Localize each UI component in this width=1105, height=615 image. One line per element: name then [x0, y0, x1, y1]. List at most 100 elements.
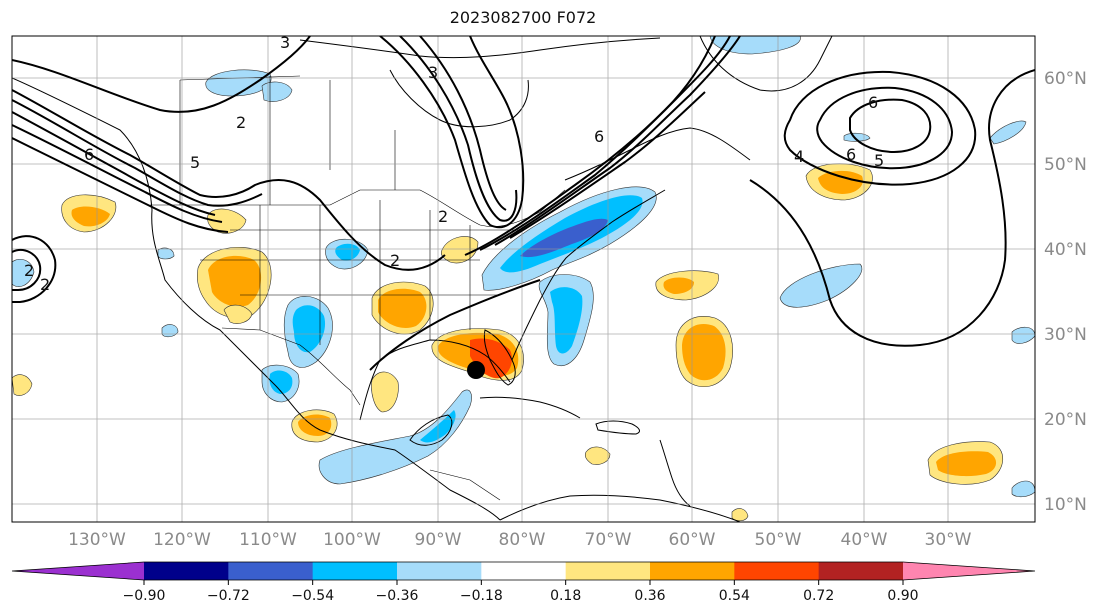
anomaly-small-5	[12, 374, 33, 396]
contour-low-north-atlantic	[783, 70, 977, 186]
gridlines	[12, 36, 1035, 522]
coast-canada-east	[564, 127, 751, 181]
contour-low-north-atlantic-2	[816, 86, 954, 170]
contour-jet-4	[12, 124, 223, 223]
lat-label: 20°N	[1044, 410, 1087, 430]
anomaly-atlantic-cool-2	[989, 120, 1027, 145]
colorbar-segment	[734, 562, 820, 580]
lon-label: 80°W	[499, 530, 546, 550]
contour-label-group: 2 2 2 3 3 5 6 6 6 6 5 4 2 2	[24, 33, 884, 294]
contour-label: 5	[190, 153, 200, 172]
colorbar-extend-min	[12, 562, 144, 580]
lon-label: 130°W	[68, 530, 126, 550]
contour-jet-1	[12, 89, 446, 271]
lon-label: 30°W	[925, 530, 972, 550]
anomaly-southwest-inner	[208, 255, 262, 307]
contour-label: 6	[594, 127, 604, 146]
contour-label: 6	[868, 93, 878, 112]
colorbar-segment	[565, 562, 651, 580]
anomaly-central-us-cool-inner	[335, 243, 360, 261]
contour-label: 3	[280, 33, 290, 52]
coast-east-us	[511, 189, 666, 361]
anomaly-mexico-cool-inner	[292, 305, 326, 353]
lon-label: 120°W	[153, 530, 211, 550]
anomaly-small-6	[223, 304, 253, 324]
anomaly-eastcoast-inner	[520, 218, 608, 258]
colorbar-tick-label: −0.36	[376, 588, 419, 604]
borders	[150, 75, 566, 501]
lon-label: 100°W	[323, 530, 381, 550]
colorbar-extend-max	[903, 562, 1035, 580]
contour-label: 6	[84, 145, 94, 164]
lat-label: 50°N	[1044, 155, 1087, 175]
colorbar-tick-label: −0.72	[207, 588, 250, 604]
colorbar-tick-label: 0.72	[803, 588, 834, 604]
coastlines	[12, 36, 833, 522]
contour-2-west	[12, 36, 311, 113]
colorbar: −0.90 −0.72 −0.54 −0.36 −0.18 0.18 0.36 0.54 0.7…	[11, 561, 1036, 604]
longitude-labels: 130°W 120°W 110°W 100°W 90°W 80°W 70°W 6…	[68, 530, 972, 550]
contour-trough-east-2	[399, 36, 518, 222]
colorbar-segment	[228, 562, 314, 580]
anomaly-north-atlantic-inner	[818, 170, 863, 194]
colorbar-tick-label: 0.36	[634, 588, 665, 604]
map-title: 2023082700 F072	[449, 8, 597, 27]
contour-ridge-atlantic	[464, 36, 716, 256]
anomaly-atlantic-inner	[682, 324, 726, 381]
coast-florida	[483, 329, 516, 386]
anomaly-small-3	[371, 371, 399, 413]
colorbar-segment	[650, 562, 735, 580]
anomaly-baja-cool-inner	[269, 370, 293, 394]
border-us-canada	[150, 189, 566, 227]
lon-label: 70°W	[585, 530, 632, 550]
lat-label: 10°N	[1044, 495, 1087, 515]
contour-jet-3	[12, 111, 216, 216]
lon-label: 90°W	[415, 530, 462, 550]
colorbar-tick-label: 0.18	[550, 588, 581, 604]
contour-ridge-atlantic-3	[494, 36, 741, 246]
coast-antilles	[659, 439, 691, 507]
coast-hispaniola	[595, 420, 640, 435]
contour-trough-east	[379, 36, 525, 229]
lat-label: 40°N	[1044, 240, 1087, 260]
colorbar-tick-label: 0.90	[887, 588, 918, 604]
contour-pacific-low	[12, 235, 57, 303]
anomaly-texas-inner	[378, 288, 427, 329]
latitude-labels: 60°N 50°N 40°N 30°N 20°N 10°N	[1044, 69, 1087, 515]
anomaly-small-4	[584, 446, 611, 465]
contour-label: 3	[428, 63, 438, 82]
contour-jet-5	[12, 137, 229, 233]
contour-label: 2	[40, 275, 50, 294]
contour-label: 2	[236, 113, 246, 132]
colorbar-tick-label: −0.90	[123, 588, 166, 604]
anomaly-centam-cool	[318, 389, 472, 485]
anomaly-atlantic-37n-inner	[663, 277, 694, 294]
lon-label: 40°W	[841, 530, 888, 550]
anomaly-pacific-cool	[12, 259, 35, 287]
contour-label: 2	[390, 251, 400, 270]
contour-pacific-low-2	[12, 248, 42, 291]
colorbar-segment	[481, 562, 567, 580]
anomaly-atlantic-cool-1	[779, 263, 863, 308]
coast-north-america-west	[12, 77, 501, 521]
contour-label: 6	[846, 145, 856, 164]
anomaly-east-atlantic-inner	[936, 451, 997, 477]
coast-arctic	[299, 37, 661, 59]
anomaly-pacific-nw-inner	[71, 206, 110, 227]
border-us-mexico	[221, 327, 361, 406]
colorbar-tick-label: −0.18	[460, 588, 503, 604]
colorbar-segment	[144, 562, 229, 580]
contour-subtropical	[369, 279, 541, 371]
contour-ridge-atlantic-2	[479, 36, 731, 251]
contour-label: 4	[794, 147, 804, 166]
colorbar-segment	[312, 562, 398, 580]
anomaly-pacific-cool-3	[157, 247, 175, 260]
contour-jet-2	[12, 99, 263, 207]
contour-label: 2	[24, 261, 34, 280]
contour-trough-east-3	[419, 36, 507, 211]
anomaly-shading	[12, 36, 1035, 522]
coast-greenland	[699, 36, 833, 92]
contour-low-north-atlantic-3	[849, 98, 932, 154]
lat-label: 60°N	[1044, 69, 1087, 89]
